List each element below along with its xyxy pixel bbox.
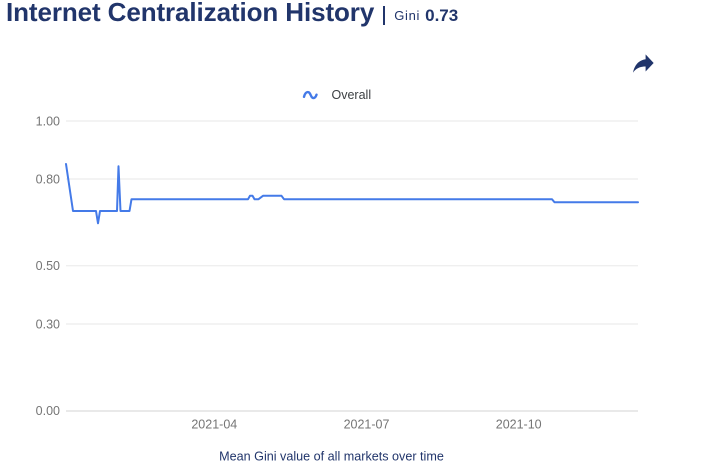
svg-text:Mean Gini value of all markets: Mean Gini value of all markets over time (219, 450, 444, 464)
svg-text:0.30: 0.30 (36, 318, 60, 332)
svg-text:0.50: 0.50 (36, 259, 60, 273)
svg-text:0.00: 0.00 (36, 404, 60, 418)
svg-text:2021-10: 2021-10 (496, 418, 542, 432)
svg-text:Overall: Overall (332, 88, 372, 102)
svg-text:2021-07: 2021-07 (344, 418, 390, 432)
svg-text:1.00: 1.00 (36, 115, 60, 129)
svg-text:0.80: 0.80 (36, 173, 60, 187)
svg-text:2021-04: 2021-04 (191, 418, 237, 432)
